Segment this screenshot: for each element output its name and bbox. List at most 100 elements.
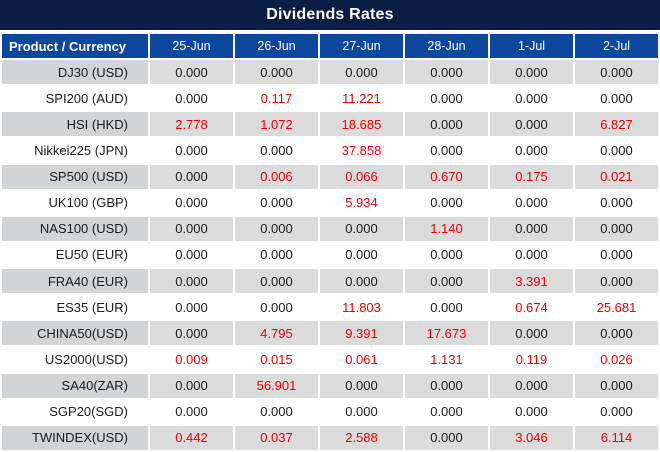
dividend-value-cell: 0.000: [233, 188, 320, 217]
dividend-value-cell: 0.000: [573, 266, 660, 296]
table-row: CHINA50(USD) 0.000 4.795 9.391 17.673 0.000 0.…: [0, 319, 660, 348]
dividend-value-cell: 0.000: [488, 371, 575, 400]
dividend-value-cell: 0.000: [148, 136, 235, 165]
dividend-value-cell: 0.000: [233, 397, 320, 426]
dividend-value-cell: 11.803: [318, 293, 405, 322]
dividend-value-cell: 0.000: [148, 84, 235, 113]
row-product-label: Nikkei225 (JPN): [0, 136, 150, 165]
date-column-header: 27-Jun: [318, 32, 405, 60]
date-column-header: 1-Jul: [488, 32, 575, 60]
row-product-label: DJ30 (USD): [0, 57, 150, 87]
dividend-value-cell: 0.000: [148, 319, 235, 348]
dividend-value-cell: 0.006: [233, 162, 320, 191]
dividend-value-cell: 0.026: [573, 345, 660, 374]
dividend-value-cell: 0.670: [403, 162, 490, 191]
dividend-value-cell: 0.061: [318, 345, 405, 374]
dividend-value-cell: 2.778: [148, 110, 235, 139]
dividend-value-cell: 0.000: [318, 397, 405, 426]
dividend-value-cell: 0.000: [403, 371, 490, 400]
dividend-value-cell: 0.000: [573, 371, 660, 400]
dividend-value-cell: 0.117: [233, 84, 320, 113]
dividend-value-cell: 0.000: [318, 266, 405, 296]
dividend-value-cell: 0.000: [488, 84, 575, 113]
table-row: TWINDEX(USD) 0.442 0.037 2.588 0.000 3.046 6.1…: [0, 423, 660, 452]
dividend-value-cell: 0.000: [573, 240, 660, 270]
row-product-label: SP500 (USD): [0, 162, 150, 191]
dividend-value-cell: 0.674: [488, 293, 575, 322]
dividend-value-cell: 0.000: [318, 371, 405, 400]
row-product-label: SPI200 (AUD): [0, 84, 150, 113]
dividend-value-cell: 5.934: [318, 188, 405, 217]
dividend-value-cell: 18.685: [318, 110, 405, 139]
dividend-value-cell: 0.119: [488, 345, 575, 374]
dividend-value-cell: 0.000: [233, 266, 320, 296]
dividend-value-cell: 0.000: [403, 57, 490, 87]
dividend-value-cell: 0.000: [148, 371, 235, 400]
dividend-value-cell: 0.000: [148, 188, 235, 217]
table-row: NAS100 (USD) 0.000 0.000 0.000 1.140 0.000 0.0…: [0, 214, 660, 243]
date-column-header: 25-Jun: [148, 32, 235, 60]
table-row: EU50 (EUR) 0.000 0.000 0.000 0.000 0.000 0.000: [0, 240, 660, 270]
table-row: ES35 (EUR) 0.000 0.000 11.803 0.000 0.674 25.6…: [0, 293, 660, 322]
table-row: FRA40 (EUR) 0.000 0.000 0.000 0.000 3.391 0.00…: [0, 266, 660, 296]
row-product-label: HSI (HKD): [0, 110, 150, 139]
row-product-label: UK100 (GBP): [0, 188, 150, 217]
dividend-value-cell: 0.000: [233, 293, 320, 322]
dividend-value-cell: 0.015: [233, 345, 320, 374]
dividend-value-cell: 0.000: [148, 266, 235, 296]
dividend-value-cell: 0.000: [488, 188, 575, 217]
dividend-value-cell: 0.000: [403, 136, 490, 165]
dividend-value-cell: 0.066: [318, 162, 405, 191]
dividend-value-cell: 0.000: [403, 188, 490, 217]
dividend-value-cell: 17.673: [403, 319, 490, 348]
dividend-value-cell: 0.000: [488, 240, 575, 270]
dividends-table: Product / Currency 25-Jun 26-Jun 27-Jun 28-…: [0, 32, 660, 452]
dividend-value-cell: 0.000: [403, 240, 490, 270]
dividend-value-cell: 0.000: [403, 293, 490, 322]
dividend-value-cell: 0.000: [318, 214, 405, 243]
dividend-value-cell: 0.000: [403, 423, 490, 452]
dividend-value-cell: 0.000: [148, 397, 235, 426]
row-product-label: SA40(ZAR): [0, 371, 150, 400]
dividend-value-cell: 0.000: [573, 57, 660, 87]
dividend-value-cell: 1.140: [403, 214, 490, 243]
dividend-value-cell: 3.391: [488, 266, 575, 296]
date-column-header: 28-Jun: [403, 32, 490, 60]
title-bar: Dividends Rates: [0, 0, 660, 30]
dividend-value-cell: 9.391: [318, 319, 405, 348]
dividend-value-cell: 0.000: [148, 57, 235, 87]
dividend-value-cell: 11.221: [318, 84, 405, 113]
dividend-value-cell: 0.000: [573, 397, 660, 426]
dividend-value-cell: 0.000: [233, 214, 320, 243]
table-row: DJ30 (USD) 0.000 0.000 0.000 0.000 0.000 0.000: [0, 57, 660, 87]
row-product-label: FRA40 (EUR): [0, 266, 150, 296]
row-product-label: TWINDEX(USD): [0, 423, 150, 452]
dividend-value-cell: 0.000: [573, 188, 660, 217]
dividend-value-cell: 0.000: [233, 57, 320, 87]
dividend-value-cell: 4.795: [233, 319, 320, 348]
row-product-label: US2000(USD): [0, 345, 150, 374]
dividend-value-cell: 0.000: [488, 214, 575, 243]
dividend-value-cell: 3.046: [488, 423, 575, 452]
dividend-value-cell: 0.000: [488, 319, 575, 348]
row-product-label: EU50 (EUR): [0, 240, 150, 270]
dividend-value-cell: 0.000: [233, 136, 320, 165]
dividend-value-cell: 0.000: [318, 240, 405, 270]
dividend-value-cell: 0.000: [403, 110, 490, 139]
dividend-value-cell: 0.000: [233, 240, 320, 270]
row-product-label: NAS100 (USD): [0, 214, 150, 243]
table-row: SP500 (USD) 0.000 0.006 0.066 0.670 0.175 0.02…: [0, 162, 660, 191]
date-column-header: 26-Jun: [233, 32, 320, 60]
row-product-label: ES35 (EUR): [0, 293, 150, 322]
dividend-value-cell: 0.000: [573, 319, 660, 348]
dividend-value-cell: 6.827: [573, 110, 660, 139]
dividend-value-cell: 56.901: [233, 371, 320, 400]
dividend-value-cell: 0.000: [488, 57, 575, 87]
row-product-label: SGP20(SGD): [0, 397, 150, 426]
dividend-value-cell: 0.037: [233, 423, 320, 452]
dividend-value-cell: 2.588: [318, 423, 405, 452]
dividend-value-cell: 6.114: [573, 423, 660, 452]
dividend-value-cell: 0.000: [573, 84, 660, 113]
dividend-value-cell: 0.000: [403, 84, 490, 113]
